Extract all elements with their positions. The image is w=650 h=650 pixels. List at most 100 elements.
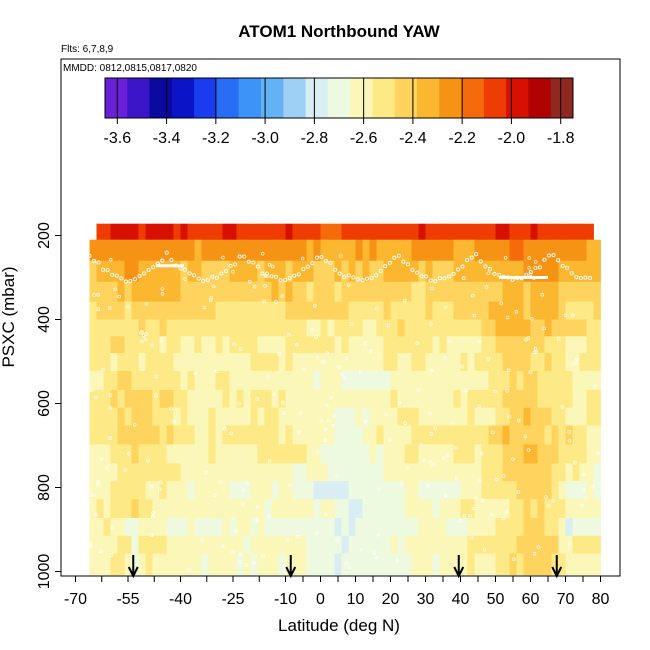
heatmap-cell (243, 518, 251, 537)
heatmap-cell (264, 444, 272, 464)
heatmap-cell (453, 281, 461, 302)
heatmap-cell (460, 301, 468, 320)
heatmap-cell (348, 301, 356, 320)
heatmap-cell (453, 301, 461, 320)
heatmap-cell (152, 353, 160, 372)
heatmap-cell (593, 353, 601, 372)
heatmap-cell (187, 281, 195, 302)
heatmap-cell (138, 463, 146, 482)
heatmap-cell (124, 463, 132, 482)
heatmap-cell (509, 535, 517, 555)
sample-point (328, 260, 333, 266)
heatmap-cell (292, 370, 300, 391)
heatmap-cell (334, 281, 342, 302)
heatmap-cell (152, 301, 160, 320)
heatmap-cell (376, 223, 384, 241)
heatmap-cell (425, 389, 433, 409)
heatmap-cell (278, 389, 286, 409)
sample-point (530, 316, 534, 321)
heatmap-cell (369, 407, 377, 426)
heatmap-cell (243, 223, 251, 241)
heatmap-cell (292, 553, 300, 576)
heatmap-cell (285, 518, 293, 537)
heatmap-cell (572, 553, 580, 576)
sample-point (108, 257, 113, 262)
colorbar-swatch (194, 78, 217, 118)
heatmap-cell (348, 223, 356, 241)
heatmap-cell (404, 281, 412, 302)
sample-point (556, 336, 561, 341)
heatmap-cell (446, 281, 454, 302)
heatmap-cell (460, 389, 468, 409)
sample-point (333, 267, 338, 272)
sample-point (526, 448, 531, 452)
heatmap-cell (229, 535, 237, 555)
sample-point (144, 302, 149, 306)
heatmap-cell (96, 444, 104, 464)
heatmap-cell (278, 260, 286, 283)
heatmap-cell (173, 407, 181, 426)
heatmap-cell (593, 518, 601, 537)
heatmap-cell (369, 481, 377, 500)
sample-point (210, 274, 215, 279)
heatmap-cell (110, 553, 118, 576)
heatmap-cell (530, 301, 538, 320)
heatmap-cell (348, 260, 356, 283)
heatmap-cell (292, 319, 300, 337)
heatmap-cell (201, 481, 209, 500)
heatmap-cell (460, 444, 468, 464)
heatmap-cell (159, 319, 167, 337)
sample-point (108, 436, 112, 441)
sample-point (490, 512, 494, 517)
heatmap-cell (579, 319, 587, 337)
heatmap-cell (313, 239, 321, 262)
sample-point (164, 250, 169, 255)
heatmap-cell (215, 301, 223, 320)
heatmap-cell (278, 239, 286, 262)
heatmap-cell (446, 319, 454, 337)
x-tick-label: 80 (592, 591, 610, 608)
heatmap-cell (411, 499, 419, 519)
sample-point (499, 301, 504, 306)
heatmap-cell (110, 389, 118, 409)
heatmap-cell (229, 425, 237, 445)
heatmap-cell (488, 518, 496, 537)
sample-point (574, 357, 579, 362)
heatmap-cell (278, 407, 286, 426)
heatmap-cell (327, 518, 335, 537)
colorbar-swatch (439, 78, 462, 118)
heatmap-cell (376, 518, 384, 537)
heatmap-cell (411, 481, 419, 500)
heatmap-cell (89, 553, 97, 576)
heatmap-cell (229, 223, 237, 241)
sample-point (214, 275, 219, 280)
heatmap-cell (383, 499, 391, 519)
heatmap-cell (488, 370, 496, 391)
heatmap-cell (383, 407, 391, 426)
heatmap-cell (215, 518, 223, 537)
heatmap-cell (103, 535, 111, 555)
heatmap-cell (257, 370, 265, 391)
heatmap-cell (229, 553, 237, 576)
heatmap-cell (432, 260, 440, 283)
heatmap-cell (131, 301, 139, 320)
heatmap-cell (509, 518, 517, 537)
heatmap-cell (502, 499, 510, 519)
heatmap-cell (390, 370, 398, 391)
heatmap-cell (579, 260, 587, 283)
sample-point (253, 284, 257, 289)
heatmap-cell (439, 535, 447, 555)
heatmap-cell (243, 301, 251, 320)
sample-point (223, 269, 229, 274)
heatmap-cell (474, 336, 482, 354)
heatmap-cell (530, 481, 538, 500)
heatmap-cell (418, 223, 426, 241)
heatmap-cell (306, 319, 314, 337)
heatmap-cell (439, 518, 447, 537)
heatmap-cell (243, 353, 251, 372)
heatmap-cell (509, 425, 517, 445)
sample-point (454, 476, 459, 480)
heatmap-cell (201, 535, 209, 555)
heatmap-cell (537, 553, 545, 576)
sample-point (433, 279, 438, 284)
